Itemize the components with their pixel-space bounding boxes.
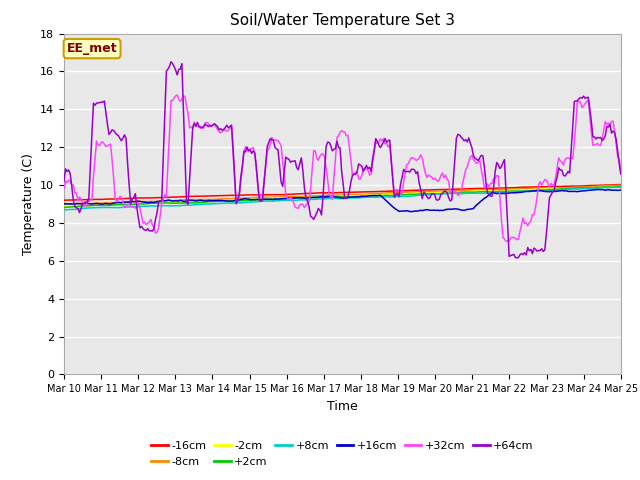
Y-axis label: Temperature (C): Temperature (C)	[22, 153, 35, 255]
X-axis label: Time: Time	[327, 400, 358, 413]
Text: EE_met: EE_met	[67, 42, 117, 55]
Title: Soil/Water Temperature Set 3: Soil/Water Temperature Set 3	[230, 13, 455, 28]
Legend: -16cm, -8cm, -2cm, +2cm, +8cm, +16cm, +32cm, +64cm: -16cm, -8cm, -2cm, +2cm, +8cm, +16cm, +3…	[147, 437, 538, 471]
